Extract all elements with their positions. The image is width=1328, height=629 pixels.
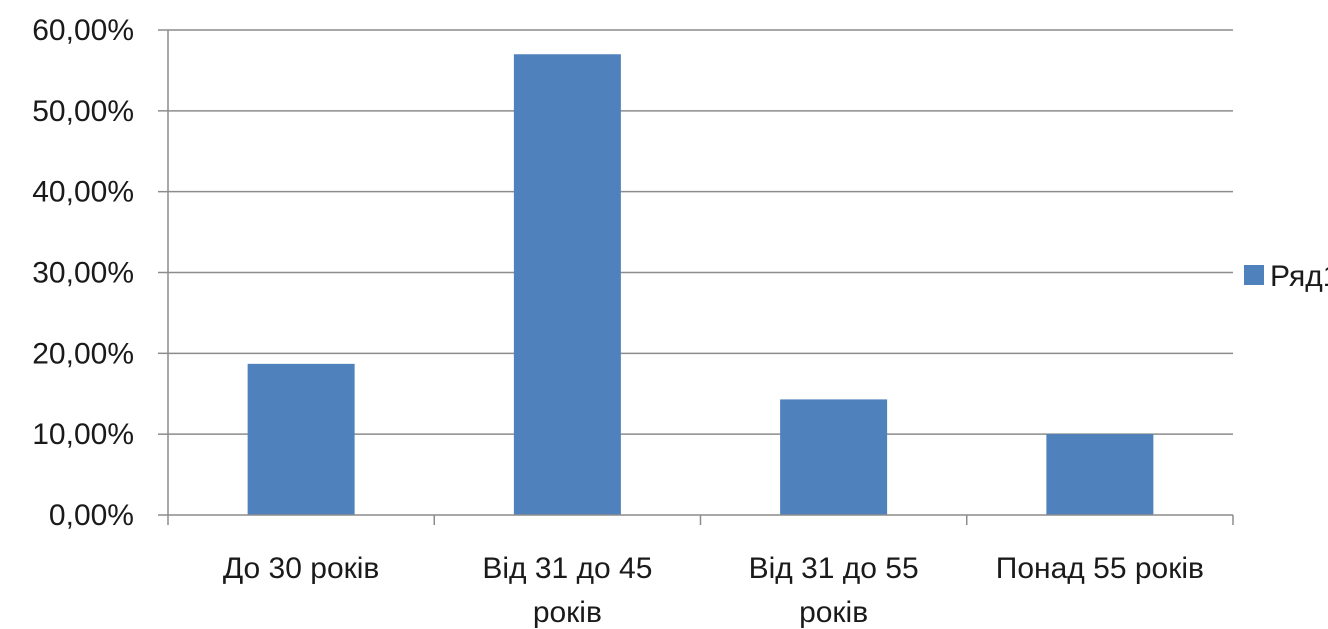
bar-2	[513, 54, 621, 515]
axes	[158, 29, 1234, 525]
y-tick-label: 60,00%	[32, 14, 134, 47]
bar-4	[1046, 434, 1154, 515]
y-tick-label: 30,00%	[32, 257, 134, 290]
x-category-label: До 30 років	[223, 552, 379, 585]
x-axis-category-labels: До 30 років Від 31 до 45 років Від 31 до 55…	[223, 552, 1204, 629]
bar-1	[247, 363, 355, 515]
legend-swatch-series-1	[1244, 265, 1264, 285]
y-tick-label: 20,00%	[32, 337, 134, 370]
y-axis-tick-labels: 0,00% 10,00% 20,00% 30,00% 40,00% 50,00% 60,00…	[32, 14, 134, 532]
bar-3	[780, 399, 888, 515]
x-category-label: Понад 55 років	[996, 552, 1204, 585]
y-tick-label: 10,00%	[32, 418, 134, 451]
legend: Ряд1	[1244, 260, 1328, 293]
y-tick-label: 40,00%	[32, 176, 134, 209]
legend-label-series-1: Ряд1	[1270, 260, 1328, 293]
bars	[247, 54, 1154, 515]
y-tick-label: 0,00%	[49, 499, 134, 532]
y-tick-label: 50,00%	[32, 95, 134, 128]
x-category-label: Від 31 до 55 років	[749, 552, 919, 629]
x-category-label: Від 31 до 45 років	[482, 552, 652, 629]
